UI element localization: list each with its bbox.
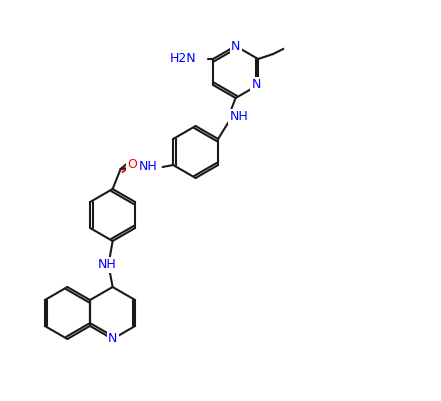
Text: O: O — [128, 158, 138, 172]
Text: NH: NH — [229, 110, 248, 123]
Text: N: N — [231, 40, 240, 53]
Text: N: N — [251, 79, 261, 91]
Text: H2N: H2N — [169, 53, 196, 65]
Text: NH: NH — [139, 160, 158, 174]
Text: NH: NH — [98, 259, 117, 271]
Text: N: N — [108, 332, 117, 346]
